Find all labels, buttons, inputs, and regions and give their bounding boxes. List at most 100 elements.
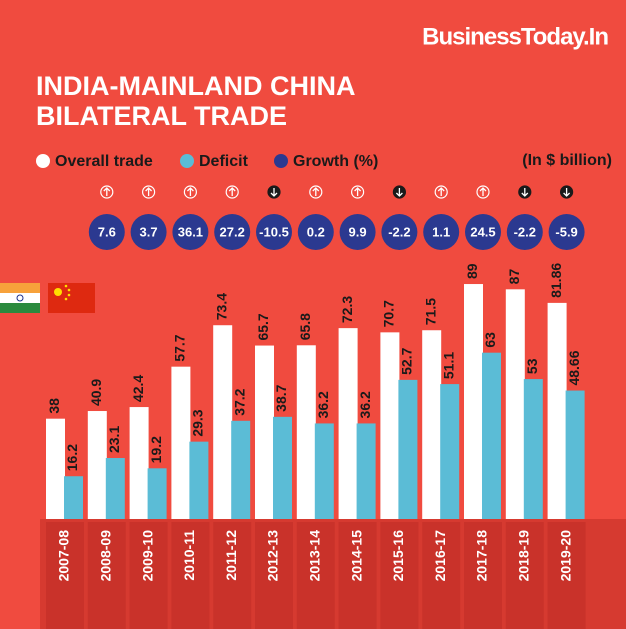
legend-swatch (36, 154, 50, 168)
bar (422, 330, 442, 519)
growth-label: 36.1 (178, 224, 203, 239)
bar (213, 325, 233, 519)
category-cell (213, 522, 252, 629)
data-label: 48.66 (566, 350, 582, 385)
x-tick-label: 2015-16 (390, 530, 406, 582)
growth-label: 9.9 (349, 224, 367, 239)
legend-swatch (180, 154, 194, 168)
data-label: 38.7 (273, 384, 289, 411)
bar (105, 458, 125, 519)
bar (231, 420, 251, 519)
data-label: 71.5 (422, 298, 438, 325)
growth-arrow (479, 187, 487, 196)
china-flag (48, 283, 95, 313)
bar (482, 352, 501, 519)
growth-arrow (521, 188, 529, 197)
brand: BusinessToday.In (422, 23, 608, 50)
data-label: 70.7 (381, 300, 397, 327)
bar (296, 345, 316, 519)
category-cell (505, 522, 544, 629)
growth-arrow-icon (100, 185, 114, 199)
data-label: 38 (46, 398, 62, 414)
data-label: 51.1 (440, 352, 456, 379)
bar (523, 379, 543, 519)
growth-arrow (186, 187, 194, 196)
growth-label: 1.1 (432, 224, 450, 239)
growth-label: 0.2 (307, 224, 325, 239)
growth-marker (214, 214, 251, 250)
x-tick-label: 2011-12 (223, 530, 239, 581)
data-label: 57.7 (172, 334, 188, 361)
bar (380, 332, 400, 519)
growth-arrow (395, 188, 403, 197)
bar (440, 384, 460, 519)
growth-arrow (563, 188, 571, 197)
growth-arrow-icon (309, 185, 323, 199)
growth-marker (130, 214, 167, 250)
bar (255, 345, 274, 519)
growth-arrow (103, 187, 111, 196)
growth-marker (381, 214, 418, 250)
bar (129, 407, 149, 519)
bar (314, 423, 334, 519)
bar (273, 416, 292, 519)
bar (171, 366, 191, 519)
x-tick-label: 2013-14 (307, 530, 323, 582)
x-tick-label: 2009-10 (139, 530, 155, 582)
bar (46, 418, 65, 519)
growth-arrow-icon (434, 185, 448, 199)
growth-arrow (270, 188, 278, 197)
data-label: 89 (464, 263, 480, 279)
data-label: 63 (482, 332, 498, 348)
x-tick-label: 2007-08 (56, 530, 72, 582)
growth-arrow (354, 187, 362, 196)
title-line: INDIA-MAINLAND CHINA (36, 71, 355, 101)
growth-marker (297, 214, 334, 250)
bar (356, 423, 376, 519)
growth-marker (172, 214, 209, 250)
legend-label: Overall trade (55, 153, 153, 170)
growth-marker (506, 214, 543, 250)
bar (189, 441, 209, 519)
growth-marker (423, 214, 460, 250)
growth-marker (465, 214, 501, 250)
growth-arrow-icon (142, 185, 156, 199)
growth-label: 27.2 (220, 224, 245, 239)
category-cell (255, 522, 293, 629)
category-cell (46, 522, 84, 629)
growth-arrow (312, 187, 320, 196)
bar (147, 468, 167, 519)
growth-label: 24.5 (470, 224, 495, 239)
growth-label: -2.2 (388, 224, 410, 239)
data-label: 65.8 (297, 313, 313, 340)
growth-marker (339, 214, 376, 250)
category-cell (380, 522, 419, 629)
data-label: 16.2 (64, 444, 80, 471)
growth-label: -10.5 (259, 224, 289, 239)
data-label: 87 (506, 269, 522, 285)
x-tick-label: 2012-13 (265, 530, 281, 582)
growth-label: 7.6 (98, 224, 116, 239)
category-cell (87, 522, 126, 629)
data-label: 65.7 (255, 313, 271, 340)
title-line: BILATERAL TRADE (36, 101, 287, 131)
category-cell (171, 522, 210, 629)
growth-arrow (145, 187, 153, 196)
data-label: 40.9 (88, 379, 104, 406)
category-cell (464, 522, 502, 629)
category-cell (547, 522, 586, 629)
growth-arrow-icon (183, 185, 197, 199)
x-tick-label: 2018-19 (516, 530, 532, 582)
growth-label: 3.7 (140, 224, 158, 239)
bar (565, 390, 585, 519)
category-cell (129, 522, 168, 629)
bar (64, 476, 83, 519)
bar (547, 302, 567, 519)
bar (87, 411, 107, 519)
data-label: 73.4 (213, 293, 229, 320)
data-label: 19.2 (148, 436, 164, 463)
legend-swatch (274, 154, 288, 168)
data-label: 36.2 (315, 391, 331, 418)
data-label: 81.86 (548, 263, 564, 298)
